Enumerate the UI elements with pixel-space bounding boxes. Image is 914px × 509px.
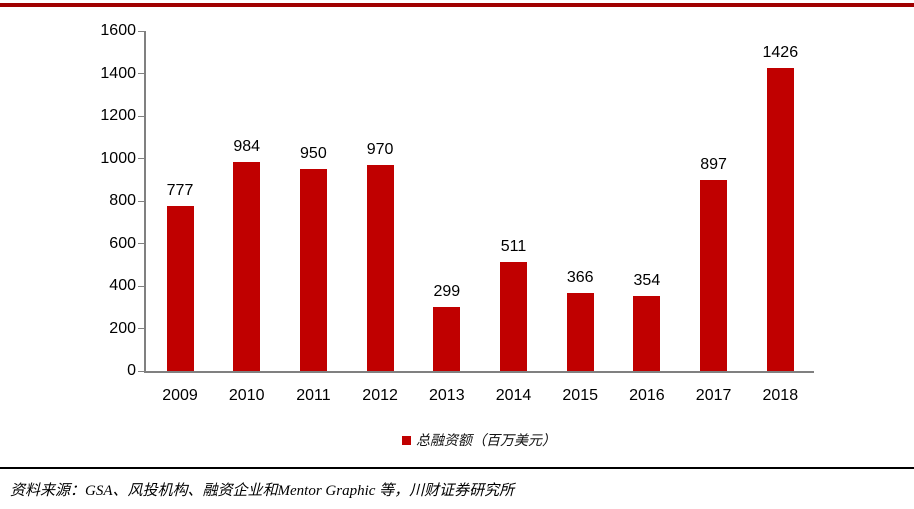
y-tick-label: 200 [109, 319, 136, 337]
x-tick-label-2018: 2018 [762, 387, 799, 404]
x-tick-label-2010: 2010 [228, 387, 265, 404]
x-tick-label-2017: 2017 [695, 387, 732, 404]
y-tick-label: 1400 [100, 64, 136, 82]
y-tick-label: 1600 [100, 22, 136, 39]
financing-bar-chart: 0 200 400 600 800 1000 1200 1400 1600 777 984 950 9… [100, 22, 814, 449]
chart-legend: 总融资额（百万美元） [145, 431, 813, 449]
bar-value-label-2015: 366 [566, 269, 594, 286]
source-note: 资料来源：GSA、风投机构、融资企业和Mentor Graphic 等，川财证券… [10, 483, 515, 499]
bar-2009 [166, 206, 194, 371]
bar-value-label-2009: 777 [166, 182, 194, 199]
y-tick-label: 0 [127, 362, 136, 379]
top-divider [0, 3, 914, 7]
bar-value-label-2016: 354 [633, 272, 661, 289]
x-tick-label-2011: 2011 [296, 387, 331, 404]
bar-value-label-2011: 950 [300, 145, 327, 162]
x-tick-label-2015: 2015 [562, 387, 598, 404]
y-tick-mark [138, 370, 145, 372]
x-tick-label-2013: 2013 [429, 387, 465, 404]
y-tick-mark [138, 73, 145, 74]
y-tick-mark [138, 158, 145, 159]
y-tick-mark [138, 328, 145, 329]
bar-2012 [366, 165, 394, 371]
bar-2018 [766, 68, 794, 371]
legend-label: 总融资额（百万美元） [416, 434, 556, 449]
x-axis-line [144, 371, 814, 373]
bar-2015 [566, 293, 594, 371]
footer-divider [0, 467, 914, 469]
y-tick-mark [138, 285, 145, 287]
y-tick-label: 800 [109, 192, 136, 209]
bar-value-label-2013: 299 [433, 283, 461, 300]
bar-2010 [233, 162, 261, 371]
bar-2011 [299, 169, 327, 371]
y-tick-mark [138, 243, 145, 244]
y-tick-label: 400 [109, 277, 136, 294]
bar-value-label-2014: 511 [500, 238, 527, 255]
y-tick-label: 1000 [100, 149, 136, 167]
bar-2016 [633, 296, 661, 371]
y-tick-mark [138, 115, 145, 117]
y-tick-mark [138, 30, 145, 32]
y-tick-label: 600 [109, 234, 136, 252]
legend-marker-icon [402, 435, 411, 445]
bar-value-label-2017: 897 [700, 156, 727, 173]
bar-value-label-2010: 984 [233, 138, 261, 155]
x-tick-label-2014: 2014 [495, 387, 532, 404]
bar-2014 [500, 262, 527, 371]
y-tick-mark [138, 200, 145, 202]
x-tick-label-2009: 2009 [162, 387, 198, 404]
bar-2017 [700, 180, 728, 371]
y-tick-label: 1200 [100, 107, 136, 124]
x-tick-label-2012: 2012 [362, 387, 398, 404]
bar-2013 [433, 307, 461, 371]
y-axis-line [144, 31, 146, 372]
bar-value-label-2012: 970 [366, 141, 394, 158]
x-tick-label-2016: 2016 [629, 387, 665, 404]
bar-value-label-2018: 1426 [762, 44, 799, 61]
